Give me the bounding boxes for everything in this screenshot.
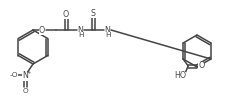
- Text: H: H: [78, 32, 83, 38]
- Text: N: N: [105, 26, 110, 34]
- Text: H: H: [105, 32, 110, 38]
- Text: N: N: [78, 26, 84, 34]
- Text: S: S: [90, 9, 96, 18]
- Text: O: O: [63, 10, 69, 19]
- Text: HO: HO: [174, 71, 186, 80]
- Text: -O: -O: [10, 72, 18, 78]
- Text: O: O: [198, 61, 204, 70]
- Text: +: +: [26, 70, 31, 76]
- Text: O: O: [22, 88, 28, 94]
- Text: N: N: [22, 71, 28, 80]
- Text: O: O: [39, 26, 45, 34]
